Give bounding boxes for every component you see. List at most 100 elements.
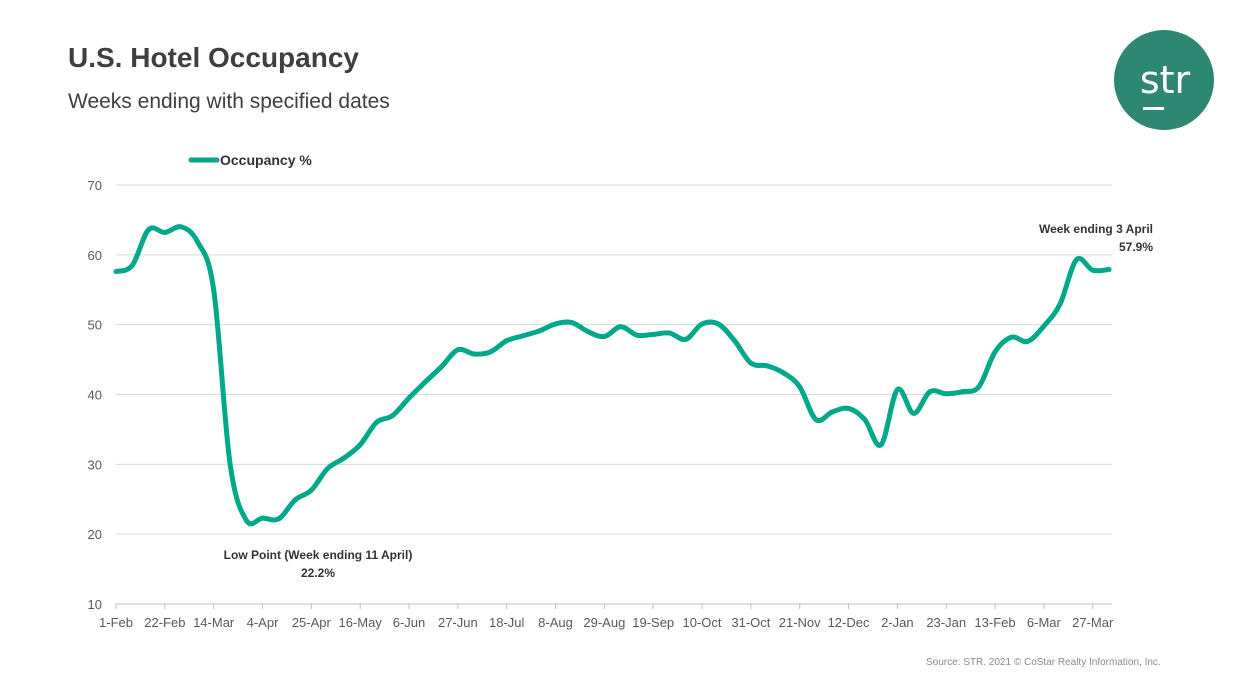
data-point	[569, 320, 575, 326]
series-line-occupancy	[113, 224, 1112, 527]
data-point	[243, 517, 249, 523]
x-tick-label: 13-Feb	[974, 615, 1015, 630]
data-point	[618, 324, 624, 330]
data-point	[357, 442, 363, 448]
x-tick-label: 6-Mar	[1027, 615, 1062, 630]
data-point	[699, 321, 705, 327]
data-point	[553, 321, 559, 327]
data-point	[927, 389, 933, 395]
data-point	[162, 229, 168, 235]
data-points	[113, 224, 1112, 523]
data-point	[911, 410, 917, 416]
data-point	[943, 391, 949, 397]
logo-underline	[1143, 107, 1164, 110]
y-tick-label: 30	[88, 457, 102, 472]
data-point	[325, 466, 331, 472]
data-point	[634, 332, 640, 338]
x-tick-label: 23-Jan	[926, 615, 966, 630]
data-point	[406, 395, 412, 401]
data-point	[846, 405, 852, 411]
x-tick-label: 18-Jul	[489, 615, 525, 630]
data-point	[780, 370, 786, 376]
x-axis: 1-Feb 22-Feb 14-Mar 4-Apr 25-Apr 16-May 6-Jun 2…	[99, 603, 1114, 630]
legend: Occupancy %	[188, 152, 312, 168]
legend-label: Occupancy %	[220, 152, 312, 168]
x-tick-label: 27-Jun	[438, 615, 478, 630]
data-point	[1106, 266, 1112, 272]
x-tick-label: 16-May	[339, 615, 383, 630]
data-point	[194, 239, 200, 245]
x-tick-label: 19-Sep	[632, 615, 674, 630]
y-tick-label: 20	[88, 527, 102, 542]
data-point	[536, 328, 542, 334]
annotation-latest-label: Week ending 3 April	[1039, 222, 1153, 236]
data-point	[1090, 267, 1096, 273]
data-point	[829, 409, 835, 415]
data-point	[373, 419, 379, 425]
x-tick-label: 29-Aug	[583, 615, 625, 630]
data-point	[732, 338, 738, 344]
data-point	[797, 384, 803, 390]
data-point	[1025, 338, 1031, 344]
x-tick-label: 27-Mar	[1072, 615, 1114, 630]
annotation-low-point-label: Low Point (Week ending 11 April)	[224, 548, 413, 562]
x-tick-label: 31-Oct	[731, 615, 770, 630]
source-note: Source: STR. 2021 © CoStar Realty Inform…	[926, 657, 1161, 668]
data-point	[422, 379, 428, 385]
str-logo: str	[1114, 30, 1214, 130]
x-tick-label: 21-Nov	[779, 615, 821, 630]
logo-circle	[1114, 30, 1214, 130]
data-point	[601, 334, 607, 340]
data-point	[862, 417, 868, 423]
data-point	[715, 321, 721, 327]
data-point	[341, 455, 347, 461]
data-point	[878, 442, 884, 448]
data-point	[1041, 323, 1047, 329]
annotation-latest: Week ending 3 April 57.9%	[1039, 222, 1153, 254]
x-tick-label: 10-Oct	[683, 615, 722, 630]
data-point	[146, 227, 152, 233]
y-tick-label: 10	[88, 597, 102, 612]
data-point	[292, 497, 298, 503]
data-point	[683, 336, 689, 342]
data-point	[666, 330, 672, 336]
data-point	[390, 412, 396, 418]
data-point	[1057, 301, 1063, 307]
data-point	[439, 364, 445, 370]
data-point	[1073, 257, 1079, 263]
gridlines	[116, 184, 1112, 535]
data-point	[211, 287, 217, 293]
y-tick-label: 60	[88, 248, 102, 263]
x-tick-label: 6-Jun	[393, 615, 426, 630]
annotation-low-point: Low Point (Week ending 11 April) 22.2%	[224, 548, 413, 580]
data-point	[227, 460, 233, 466]
x-tick-label: 8-Aug	[538, 615, 573, 630]
data-point	[129, 262, 135, 268]
x-tick-label: 12-Dec	[828, 615, 870, 630]
data-point	[764, 363, 770, 369]
page-subtitle: Weeks ending with specified dates	[68, 90, 390, 113]
data-point	[178, 224, 184, 230]
data-point	[976, 384, 982, 390]
data-point	[455, 347, 461, 353]
data-point	[504, 338, 510, 344]
data-point	[748, 360, 754, 366]
data-point	[471, 351, 477, 357]
data-point	[260, 515, 266, 521]
x-tick-label: 2-Jan	[881, 615, 914, 630]
data-point	[813, 417, 819, 423]
x-tick-label: 4-Apr	[247, 615, 279, 630]
x-tick-label: 25-Apr	[292, 615, 332, 630]
y-tick-label: 70	[88, 178, 102, 193]
x-tick-label: 22-Feb	[144, 615, 185, 630]
data-point	[113, 269, 119, 275]
data-point	[308, 487, 314, 493]
annotation-low-point-value: 22.2%	[301, 566, 335, 580]
data-point	[959, 389, 965, 395]
data-point	[650, 331, 656, 337]
y-tick-label: 50	[88, 318, 102, 333]
data-point	[1008, 334, 1014, 340]
x-tick-label: 1-Feb	[99, 615, 133, 630]
data-point	[992, 349, 998, 355]
